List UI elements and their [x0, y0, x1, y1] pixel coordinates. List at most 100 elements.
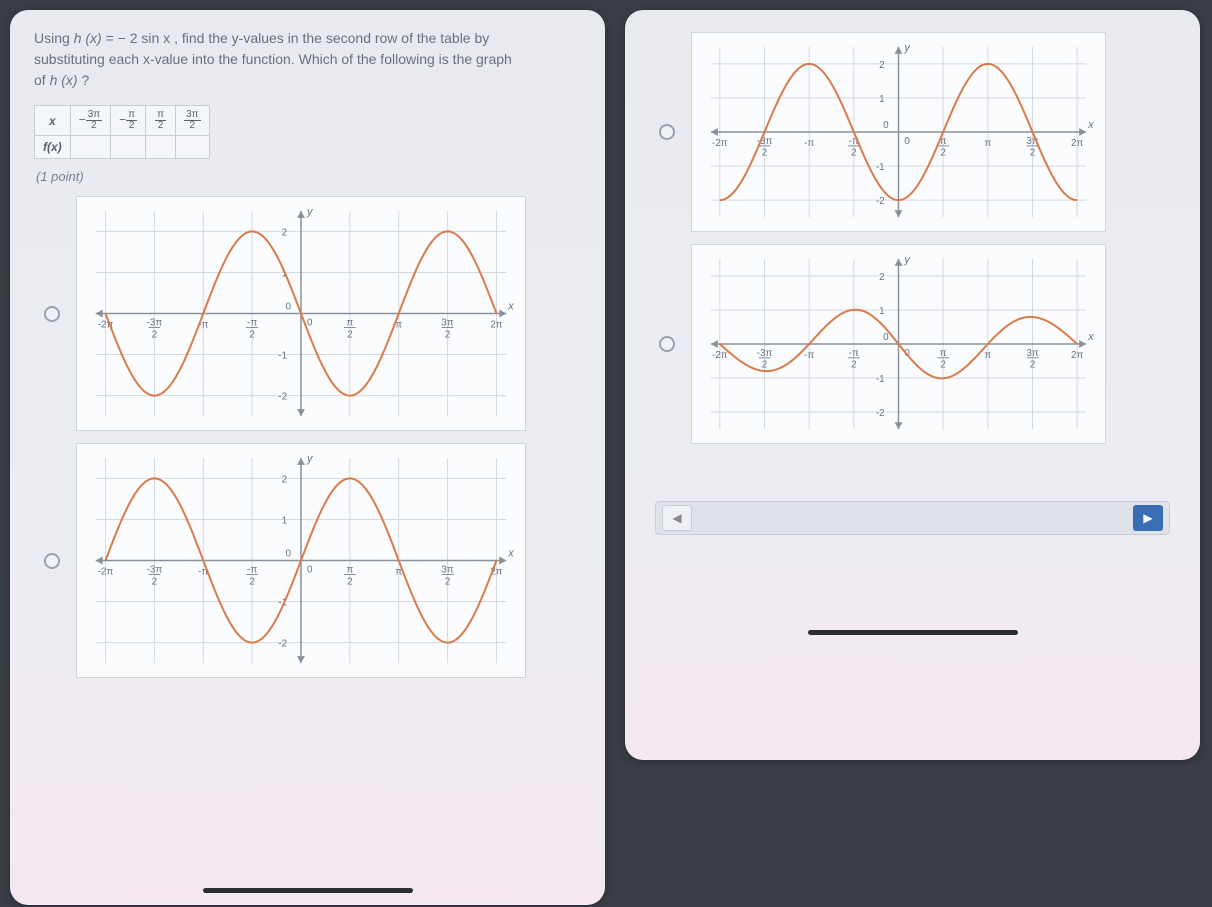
- svg-text:2: 2: [762, 360, 768, 371]
- points-label: (1 point): [36, 169, 581, 184]
- svg-text:x: x: [1087, 331, 1094, 343]
- svg-text:2: 2: [762, 148, 768, 159]
- table-cell: −3π2: [70, 106, 110, 136]
- svg-text:2: 2: [879, 272, 885, 283]
- svg-text:-2π: -2π: [712, 138, 728, 149]
- svg-text:1: 1: [282, 515, 288, 526]
- svg-text:-π: -π: [247, 317, 257, 328]
- svg-text:x: x: [507, 548, 514, 560]
- svg-text:2: 2: [851, 148, 857, 159]
- svg-text:-3π: -3π: [757, 348, 773, 359]
- svg-text:-2: -2: [278, 392, 287, 403]
- svg-text:y: y: [903, 254, 910, 266]
- svg-text:2: 2: [347, 576, 353, 587]
- graph-b-svg: yx-2-11200-2π-3π2-π-π2π2π3π22π: [77, 444, 525, 677]
- svg-text:0: 0: [883, 332, 889, 343]
- option-a[interactable]: yx-2-11200-2π-3π2-π-π2π2π3π22π: [34, 196, 581, 431]
- prev-button[interactable]: ◀: [662, 505, 692, 531]
- svg-text:2: 2: [347, 329, 353, 340]
- option-d[interactable]: yx-2-11200-2π-3π2-π-π2π2π3π22π: [649, 244, 1176, 444]
- svg-text:x: x: [507, 301, 514, 313]
- svg-text:2: 2: [445, 329, 451, 340]
- svg-text:1: 1: [879, 94, 885, 105]
- q-lhs: h (x): [74, 30, 102, 46]
- svg-text:-3π: -3π: [147, 317, 163, 328]
- svg-text:y: y: [903, 42, 910, 54]
- svg-text:2: 2: [1030, 148, 1036, 159]
- svg-text:-3π: -3π: [147, 564, 163, 575]
- svg-text:-2: -2: [876, 196, 885, 207]
- svg-text:-1: -1: [876, 374, 885, 385]
- svg-text:0: 0: [286, 549, 292, 560]
- svg-text:-2: -2: [278, 639, 287, 650]
- svg-text:3π: 3π: [1026, 348, 1038, 359]
- q-rhs: − 2 sin x: [118, 30, 171, 46]
- svg-text:1: 1: [879, 306, 885, 317]
- radio-d[interactable]: [659, 336, 675, 352]
- svg-text:-2: -2: [876, 408, 885, 419]
- graph-a: yx-2-11200-2π-3π2-π-π2π2π3π22π: [76, 196, 526, 431]
- graph-a-svg: yx-2-11200-2π-3π2-π-π2π2π3π22π: [77, 197, 525, 430]
- q-l3post: ?: [81, 72, 89, 88]
- value-table: x −3π2 −π2 π2 3π2 f(x): [34, 105, 210, 159]
- question-area: Using h (x) = − 2 sin x , find the y-val…: [10, 10, 605, 700]
- home-indicator-right: [808, 630, 1018, 635]
- radio-a[interactable]: [44, 306, 60, 322]
- svg-text:2: 2: [249, 576, 255, 587]
- svg-text:2: 2: [1030, 360, 1036, 371]
- table-cell: [70, 136, 110, 159]
- svg-text:x: x: [1087, 119, 1094, 131]
- svg-text:3π: 3π: [441, 564, 454, 575]
- svg-text:-2π: -2π: [98, 566, 114, 577]
- q-eq: =: [106, 30, 118, 46]
- svg-text:0: 0: [307, 564, 313, 575]
- graph-c: yx-2-11200-2π-3π2-π-π2π2π3π22π: [691, 32, 1106, 232]
- svg-text:-π: -π: [247, 564, 257, 575]
- svg-text:2π: 2π: [490, 319, 503, 330]
- table-cell: −π2: [111, 106, 146, 136]
- svg-text:2: 2: [282, 227, 288, 238]
- svg-text:0: 0: [286, 302, 292, 313]
- svg-text:-2π: -2π: [712, 350, 728, 361]
- table-row: f(x): [35, 136, 210, 159]
- q-l3pre: of: [34, 72, 50, 88]
- radio-b[interactable]: [44, 553, 60, 569]
- table-header-fx: f(x): [35, 136, 71, 159]
- svg-text:-π: -π: [804, 350, 814, 361]
- svg-text:3π: 3π: [441, 317, 454, 328]
- svg-text:2: 2: [879, 60, 885, 71]
- svg-text:-1: -1: [876, 162, 885, 173]
- svg-text:2: 2: [152, 576, 158, 587]
- graph-d-svg: yx-2-11200-2π-3π2-π-π2π2π3π22π: [692, 245, 1105, 443]
- svg-text:y: y: [306, 453, 313, 465]
- graph-c-svg: yx-2-11200-2π-3π2-π-π2π2π3π22π: [692, 33, 1105, 231]
- table-row: x −3π2 −π2 π2 3π2: [35, 106, 210, 136]
- table-cell: [176, 136, 209, 159]
- svg-text:2: 2: [152, 329, 158, 340]
- table-cell: 3π2: [176, 106, 209, 136]
- svg-text:y: y: [306, 206, 313, 218]
- radio-c[interactable]: [659, 124, 675, 140]
- svg-text:2π: 2π: [1071, 350, 1083, 361]
- option-b[interactable]: yx-2-11200-2π-3π2-π-π2π2π3π22π: [34, 443, 581, 678]
- option-c[interactable]: yx-2-11200-2π-3π2-π-π2π2π3π22π: [649, 32, 1176, 232]
- next-button[interactable]: ▶: [1133, 505, 1163, 531]
- right-content: yx-2-11200-2π-3π2-π-π2π2π3π22π yx-2-1120…: [625, 10, 1200, 466]
- tablet-right: yx-2-11200-2π-3π2-π-π2π2π3π22π yx-2-1120…: [625, 10, 1200, 760]
- svg-text:2: 2: [940, 148, 946, 159]
- svg-text:-π: -π: [804, 138, 814, 149]
- svg-text:0: 0: [883, 120, 889, 131]
- svg-text:0: 0: [307, 317, 313, 328]
- table-cell: [111, 136, 146, 159]
- svg-text:2: 2: [940, 360, 946, 371]
- svg-text:-1: -1: [278, 351, 287, 362]
- home-indicator-left: [203, 888, 413, 893]
- svg-text:-π: -π: [849, 348, 859, 359]
- q-pre: Using: [34, 30, 74, 46]
- svg-text:π: π: [984, 350, 991, 361]
- svg-text:2π: 2π: [1071, 138, 1083, 149]
- q-l3func: h (x): [50, 72, 78, 88]
- table-cell: [146, 136, 176, 159]
- table-header-x: x: [35, 106, 71, 136]
- svg-text:π: π: [346, 564, 353, 575]
